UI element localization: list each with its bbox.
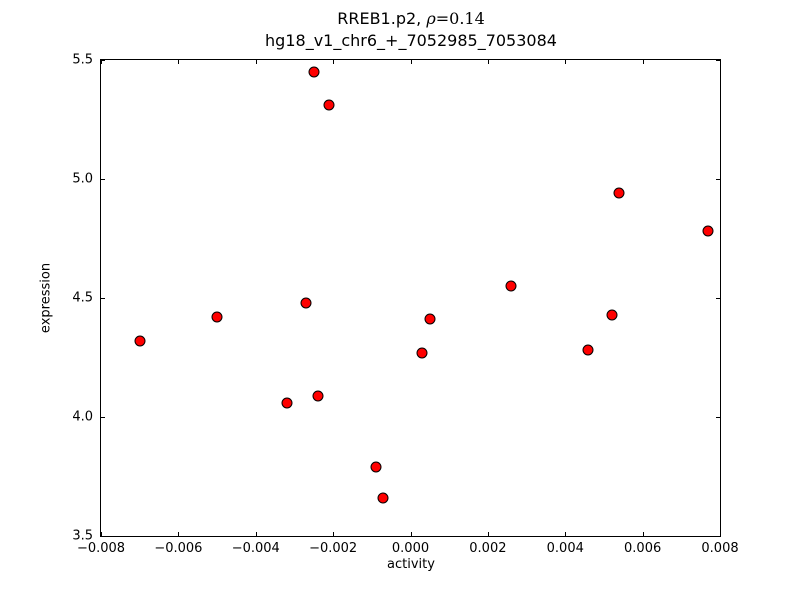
y-tick-mark [101, 179, 105, 180]
plot-area: −0.008 −0.006 −0.004 −0.002 0.000 0.002 0.004 0… [72, 53, 738, 557]
data-point [134, 335, 146, 347]
x-tick-mark [565, 60, 567, 64]
data-point [312, 390, 324, 402]
rho-symbol: ρ [426, 9, 436, 28]
data-point [300, 297, 312, 309]
x-tick-label: −0.002 [309, 541, 358, 556]
rho-value: =0.14 [435, 9, 485, 28]
x-tick-label: 0.004 [546, 541, 584, 556]
x-tick-mark [642, 532, 644, 536]
y-tick-label: 5.5 [72, 52, 93, 68]
x-axis-label: activity [387, 557, 435, 572]
y-tick-mark [716, 536, 720, 537]
y-axis-label: expression [38, 262, 54, 334]
x-tick-mark [720, 532, 721, 536]
x-tick-label: 0.000 [391, 541, 430, 556]
plot-title: RREB1.p2, ρ=0.14 [100, 8, 722, 30]
x-tick-label: −0.008 [76, 541, 126, 556]
data-point [308, 66, 320, 78]
y-tick-mark [716, 179, 720, 180]
plot-title-text: RREB1.p2, [337, 9, 427, 28]
y-tick-mark [101, 60, 105, 61]
x-tick-label: 0.002 [469, 541, 507, 556]
x-tick-mark [255, 532, 257, 536]
data-point [370, 461, 382, 473]
data-point [702, 225, 714, 237]
x-tick-mark [642, 60, 644, 64]
x-tick-mark [333, 532, 335, 536]
x-tick-mark [410, 60, 412, 64]
data-point [416, 347, 428, 359]
x-tick-mark [410, 532, 412, 536]
y-tick-mark [716, 417, 720, 418]
data-point [505, 280, 517, 292]
x-tick-mark [565, 532, 567, 536]
data-point [606, 309, 618, 321]
x-tick-mark [333, 60, 335, 64]
y-tick-label: 3.5 [72, 528, 93, 544]
y-tick-label: 4.5 [72, 290, 93, 306]
y-tick-mark [716, 60, 720, 61]
y-tick-mark [101, 536, 105, 537]
y-tick-label: 4.0 [72, 409, 93, 425]
plot-subtitle: hg18_v1_chr6_+_7052985_7053084 [265, 31, 557, 50]
data-point [323, 99, 335, 111]
x-tick-label: −0.004 [231, 541, 280, 556]
data-point [424, 313, 436, 325]
x-tick-mark [487, 532, 489, 536]
x-tick-mark [178, 60, 180, 64]
data-point [377, 492, 389, 504]
x-tick-label: −0.006 [154, 541, 203, 556]
y-tick-mark [716, 298, 720, 299]
x-tick-mark [178, 532, 180, 536]
data-point [613, 187, 625, 199]
plot-title-block: RREB1.p2, ρ=0.14 hg18_v1_chr6_+_7052985_… [100, 8, 722, 52]
x-tick-mark [487, 60, 489, 64]
y-tick-mark [101, 298, 105, 299]
x-tick-mark [101, 532, 102, 536]
x-tick-label: 0.006 [624, 541, 662, 556]
x-tick-mark [720, 60, 721, 64]
x-tick-label: 0.008 [701, 541, 739, 556]
x-tick-mark [101, 60, 102, 64]
y-tick-mark [101, 417, 105, 418]
x-tick-mark [255, 60, 257, 64]
data-point [211, 311, 223, 323]
data-point [281, 397, 293, 409]
data-point [582, 344, 594, 356]
y-tick-label: 5.0 [72, 171, 93, 187]
